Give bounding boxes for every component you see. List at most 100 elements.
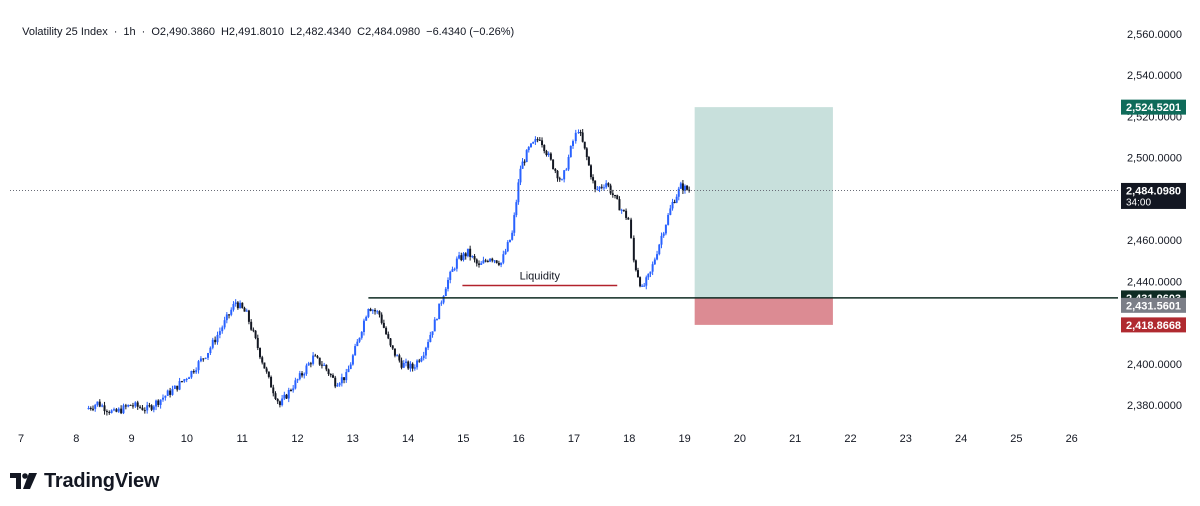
candle [525,149,528,163]
candle-body [387,334,390,339]
candle [681,179,684,195]
interval-separator: · [113,26,118,38]
candle [521,158,524,169]
candle-body [411,363,414,369]
candle [500,262,503,268]
candle [527,146,530,153]
candle-body [159,399,162,405]
candle [358,337,361,343]
chart-lines: Liquidity [10,189,1118,299]
candle-body [188,377,191,379]
candle-body [681,183,684,191]
candle [583,141,586,150]
candle-body [609,185,612,194]
candle [625,208,628,220]
candle [195,367,198,374]
candle [462,252,465,262]
candle-body [89,407,92,409]
candle-body [611,193,614,196]
symbol-name[interactable]: Volatility 25 Index [22,26,108,38]
x-tick-label: 9 [129,433,135,445]
candle [636,267,639,278]
candle-body [504,251,507,255]
candle [155,399,158,411]
candle-body [325,364,328,370]
candle-body [677,188,680,197]
candle-body [632,237,635,261]
candle [305,363,308,376]
candle-body [382,322,385,328]
candle-body [108,411,111,413]
candle [152,405,155,413]
y-tick-label: 2,440.0000 [1127,276,1182,288]
candle-body [115,409,118,412]
candle-body [303,373,306,376]
candle [347,365,350,373]
x-tick-label: 11 [236,433,247,445]
candle-body [216,334,219,343]
price-chart[interactable]: Liquidity 2,560.00002,540.00002,520.0000… [0,0,1200,460]
brand-name: TradingView [44,469,160,492]
candle [345,368,348,383]
candle-body [543,145,546,152]
secondary-price-badge: 2,431.5601 [1126,300,1181,312]
candle-body [336,385,339,387]
stop-price-badge: 2,418.8668 [1126,320,1181,332]
candle [276,398,279,405]
candle [662,231,665,238]
candle [376,309,379,315]
candle [98,399,101,408]
candle-body [124,405,127,407]
candle [504,248,507,255]
footer-brand[interactable]: TradingView [10,466,159,496]
candle [645,275,648,290]
x-tick-label: 12 [291,433,303,445]
candle-body [519,168,522,183]
candle [387,331,390,340]
candle-body [598,186,601,189]
candle-body [136,402,139,407]
candle-body [508,239,511,243]
candle-body [305,365,308,374]
candle-body [362,320,365,332]
candle-body [683,185,686,191]
candle-body [558,178,561,180]
x-tick-label: 26 [1066,433,1078,445]
x-tick-label: 14 [402,433,414,445]
candle [105,409,108,416]
candle [113,407,116,412]
interval-label[interactable]: 1h [123,26,136,38]
candle [369,307,372,312]
candle-body [314,355,317,357]
candle [484,258,487,263]
candle [197,359,200,374]
x-tick-label: 17 [568,433,580,445]
candle-body [639,277,642,287]
candle [164,395,167,401]
candle [400,357,403,370]
candle-body [495,260,498,263]
candle-body [688,189,691,191]
candle-body [602,187,605,189]
candle [416,359,419,370]
candle [477,260,480,268]
candle [124,403,127,410]
candle-body [320,364,323,366]
candle [323,362,326,366]
candle-body [389,338,392,346]
candle [649,271,652,278]
candle [367,308,370,319]
candle-body [318,357,321,365]
candle-body [347,368,350,373]
candle-body [596,188,599,190]
candle-body [98,401,101,407]
candle-body [259,347,262,358]
candle [411,362,414,372]
candle [444,286,447,297]
candle [180,380,183,383]
candle [274,391,277,401]
candle [245,308,248,312]
candle [442,295,445,305]
candle [489,258,492,263]
candle-body [589,165,592,178]
